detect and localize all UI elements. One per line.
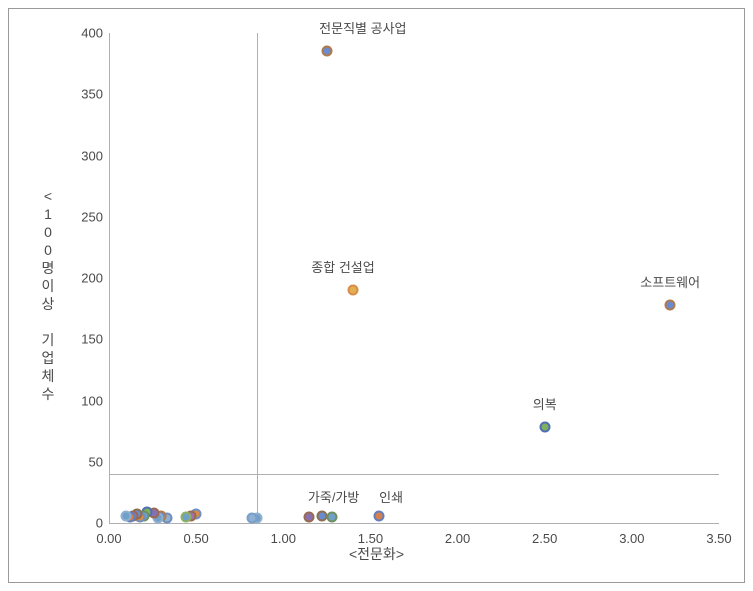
data-label: 의복 xyxy=(533,394,557,413)
data-point xyxy=(180,511,191,522)
y-tick: 350 xyxy=(63,87,103,102)
data-point xyxy=(374,510,385,521)
y-tick: 0 xyxy=(63,516,103,531)
data-label: 종합 건설업 xyxy=(311,257,374,276)
y-tick: 150 xyxy=(63,332,103,347)
y-tick: 250 xyxy=(63,209,103,224)
x-axis xyxy=(109,523,719,524)
data-label: 가죽/가방 xyxy=(308,487,359,506)
chart-frame: <100명이상 기업체수 0501001502002503003504000.0… xyxy=(8,8,745,583)
ref-hline xyxy=(109,474,719,475)
data-point xyxy=(121,510,132,521)
data-point xyxy=(246,513,257,524)
y-tick: 50 xyxy=(63,454,103,469)
y-tick: 300 xyxy=(63,148,103,163)
y-axis-title: <100명이상 기업체수 xyxy=(39,187,57,403)
data-label: 소프트웨어 xyxy=(640,272,700,291)
data-label: 전문직별 공사업 xyxy=(319,18,406,37)
y-tick: 400 xyxy=(63,26,103,41)
data-point xyxy=(316,510,327,521)
data-point xyxy=(327,511,338,522)
x-axis-title: <전문화> xyxy=(9,544,744,564)
plot-area: 0501001502002503003504000.000.501.001.50… xyxy=(109,33,719,523)
data-point xyxy=(348,285,359,296)
y-tick: 100 xyxy=(63,393,103,408)
data-point xyxy=(665,299,676,310)
data-label: 인쇄 xyxy=(379,487,403,506)
data-point xyxy=(304,511,315,522)
data-point xyxy=(539,422,550,433)
data-point xyxy=(321,46,332,57)
ref-vline xyxy=(257,33,258,523)
y-axis xyxy=(109,33,110,523)
y-tick: 200 xyxy=(63,271,103,286)
